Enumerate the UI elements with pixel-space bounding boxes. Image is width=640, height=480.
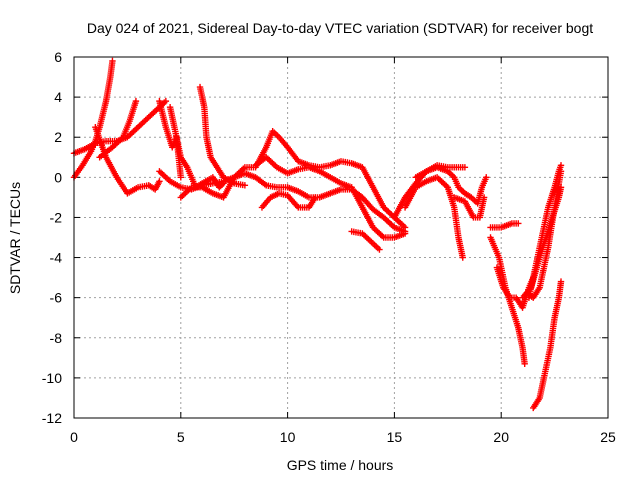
series-arc-12 <box>348 228 383 253</box>
series-arc-13 <box>401 174 466 261</box>
data-point <box>241 182 249 189</box>
series-arc-4 <box>96 97 140 161</box>
series-arc-11 <box>258 190 319 211</box>
series-arc-15 <box>412 164 490 207</box>
data-points <box>70 57 565 412</box>
x-tick-label: 15 <box>387 429 403 445</box>
x-tick-label: 10 <box>280 429 296 445</box>
y-tick-label: -4 <box>50 250 63 266</box>
data-point <box>109 57 116 65</box>
series-arc-8 <box>177 128 409 231</box>
data-point <box>515 220 522 227</box>
y-tick-label: -10 <box>42 370 62 386</box>
data-point <box>162 97 170 105</box>
data-point <box>557 278 565 285</box>
y-tick-label: -8 <box>50 330 63 346</box>
data-point <box>483 174 490 181</box>
series-arc-10 <box>252 154 409 241</box>
y-axis-label: SDTVAR / TECUs <box>7 182 23 294</box>
x-tick-labels: 0 5 10 15 20 25 <box>70 429 616 445</box>
data-point <box>521 360 528 368</box>
data-point <box>480 194 488 201</box>
data-point <box>177 174 184 181</box>
data-point <box>557 168 565 175</box>
y-tick-label: -6 <box>50 290 63 306</box>
y-tick-labels: -12 -10 -8 -6 -4 -2 0 2 4 6 <box>42 49 62 426</box>
series-arc-3 <box>92 123 163 197</box>
y-tick-label: 0 <box>54 169 62 185</box>
y-tick-label: 4 <box>54 89 62 105</box>
x-tick-label: 20 <box>493 429 509 445</box>
plot-frame <box>73 56 609 419</box>
series-arc-5 <box>156 97 184 181</box>
series-arc-7 <box>196 83 249 189</box>
series-arc-22 <box>530 278 565 412</box>
series-arc-17 <box>487 220 522 231</box>
series-arc-2 <box>70 97 170 157</box>
series-arc-9 <box>156 168 409 235</box>
data-point <box>461 164 469 171</box>
series-arc-23 <box>523 168 565 301</box>
y-tick-label: 6 <box>54 49 62 65</box>
x-tick-label: 25 <box>600 429 616 445</box>
data-point <box>557 162 565 169</box>
data-point <box>132 97 140 105</box>
x-axis-label: GPS time / hours <box>287 457 394 473</box>
y-tick-label: -2 <box>50 209 63 225</box>
data-point <box>401 230 409 237</box>
x-tick-label: 0 <box>70 429 78 445</box>
series-arc-16 <box>451 194 488 221</box>
y-tick-label: -12 <box>42 410 62 426</box>
data-point <box>459 254 466 261</box>
data-point <box>312 194 319 201</box>
chart-title: Day 024 of 2021, Sidereal Day-to-day VTE… <box>87 20 593 36</box>
x-tick-label: 5 <box>177 429 185 445</box>
data-point <box>156 178 163 185</box>
data-point <box>376 246 383 253</box>
series-arc-19 <box>487 234 528 368</box>
y-tick-label: 2 <box>54 129 62 145</box>
